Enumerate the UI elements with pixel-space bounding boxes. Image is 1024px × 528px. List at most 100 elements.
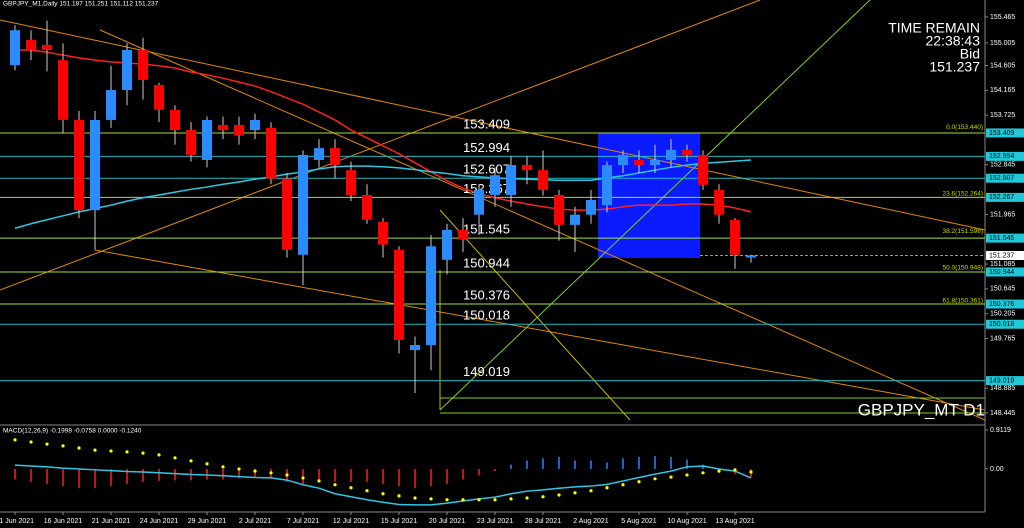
bid: 151.237 [929,59,980,75]
candle-body [634,159,644,166]
candle-body [602,165,612,206]
x-tick-label: 29 Jun 2021 [188,518,227,525]
bid-label: Bid [960,46,980,62]
trend-line [439,209,631,421]
candle-body [586,200,596,215]
candle-body [490,175,500,195]
level-box [986,151,1024,161]
macd-signal-dot [109,449,113,453]
macd-signal-dot [573,491,577,495]
y-tick-label: 150.205 [990,311,1015,318]
y-tick-label: 154.605 [990,62,1015,69]
macd-signal-dot [669,475,673,479]
candle-body [218,125,228,131]
macd-signal-dot [733,468,737,472]
level-box-label: 152.994 [989,153,1014,160]
candle-body [234,125,244,136]
macd-label: MACD(12,26,9) -0.1998 -0.0758 0.0000 -0.… [3,428,142,435]
y-tick-label: 150.645 [990,286,1015,293]
macd-signal-dot [221,465,225,469]
candle-body [90,119,100,211]
macd-signal-dot [365,489,369,493]
level-label: 153.409 [463,116,510,131]
y-tick-label: 149.765 [990,335,1015,342]
y-tick-label: 155.465 [990,14,1015,21]
macd-signal-dot [157,453,161,457]
macd-signal-dot [621,483,625,487]
candle-body [346,170,356,195]
candle-body [618,154,628,166]
x-tick-label: 7 Jul 2021 [287,518,319,525]
x-tick-label: 10 Aug 2021 [667,518,706,525]
macd-signal-dot [301,476,305,480]
macd-signal-dot [141,451,145,455]
level-label: 152.607 [463,162,510,177]
moving-average [14,159,752,229]
level-box-label: 150.376 [989,301,1014,308]
candle-body [426,246,436,346]
macd-signal-dot [525,496,529,500]
candle-body [506,165,516,195]
y-tick-label: 153.725 [990,112,1015,119]
macd-signal-dot [509,497,513,501]
candle-body [314,148,324,160]
level-box [986,128,1024,138]
symbol-label: GBPJPY_MT D1 [858,400,985,419]
y-tick-label: 148.885 [990,385,1015,392]
candle-body [378,222,388,245]
macd-signal-dot [397,494,401,498]
fib-label: 50.0(150.948) [943,265,983,272]
candle-body [458,229,468,240]
x-tick-label: 24 Jun 2021 [140,518,179,525]
macd-signal-dot [173,456,177,460]
fib-label: 23.6(152.264) [943,190,983,197]
x-tick-label: 2 Aug 2021 [573,518,609,525]
macd-signal-dot [445,498,449,502]
macd-signal-dot [589,489,593,493]
macd-signal-dot [349,486,353,490]
bid-box [986,250,1024,260]
level-box-label: 151.545 [989,235,1014,242]
macd-signal-dot [205,462,209,466]
candle-body [538,170,548,190]
candle-body [10,30,20,66]
level-box-label: 153.409 [989,130,1014,137]
level-box-label: 152.607 [989,175,1014,182]
candle-body [26,39,36,50]
level-box-label: 150.944 [989,269,1014,276]
level-box [986,173,1024,183]
candle-body [250,119,260,131]
x-tick-label: 20 Jul 2021 [429,518,465,525]
level-box [986,299,1024,309]
macd-signal-dot [125,450,129,454]
candle-body [42,44,52,50]
quote-header: GBPJPY_M1,Daily 151.187 151.251 151.112 … [3,1,159,8]
candle-body [266,127,276,179]
level-label: 152.267 [463,181,510,196]
level-box-label: 150.018 [989,321,1014,328]
macd-signal-dot [381,492,385,496]
macd-tick-label: 0.00 [990,466,1004,473]
x-tick-label: 2 Jul 2021 [239,518,271,525]
bid-box-label: 151.237 [989,252,1014,259]
candle-body [330,148,340,166]
time-remain: 22:38:43 [926,33,981,49]
candle-body [410,345,420,351]
level-label: 152.994 [463,140,510,155]
fib-label: 38.2(151.598) [943,228,983,235]
candle-body [186,130,196,155]
macd-signal-dot [93,448,97,452]
y-tick-label: 148.445 [990,410,1015,417]
macd-signal-dot [285,473,289,477]
macd-signal-dot [13,438,17,442]
candle-body [394,249,404,340]
macd-signal-dot [29,440,33,444]
macd-signal-dot [61,444,65,448]
y-tick-label: 151.965 [990,211,1015,218]
x-tick-label: 16 Jun 2021 [44,518,83,525]
level-box [986,192,1024,202]
macd-line [14,464,752,506]
candle-body [282,178,292,250]
x-tick-label: 28 Jul 2021 [525,518,561,525]
